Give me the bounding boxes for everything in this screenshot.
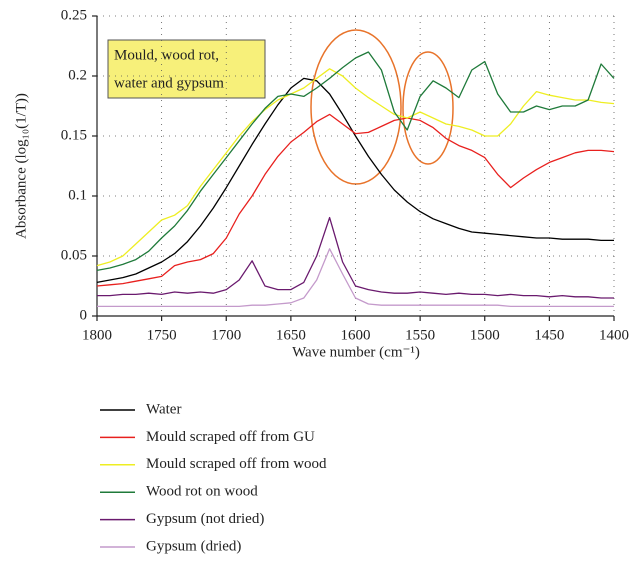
- y-tick-label: 0.1: [68, 187, 87, 203]
- series-line: [97, 216, 614, 299]
- legend-label: Gypsum (dried): [146, 538, 241, 554]
- x-tick-label: 1550: [405, 327, 435, 343]
- series-line: [96, 113, 615, 287]
- x-tick-label: 1650: [276, 327, 306, 343]
- legend-label: Water: [146, 401, 181, 417]
- y-tick-label: 0.15: [61, 127, 87, 143]
- x-tick-label: 1500: [470, 327, 500, 343]
- x-tick-label: 1450: [534, 327, 564, 343]
- legend-label: Wood rot on wood: [146, 484, 258, 500]
- x-tick-label: 1400: [599, 327, 629, 343]
- y-axis-label: Absorbance (log₁₀(1/T)): [13, 93, 29, 239]
- x-axis-label: Wave number (cm⁻¹): [292, 344, 420, 360]
- annotation-box: [107, 39, 266, 99]
- legend-label: Mould scraped off from wood: [146, 456, 327, 472]
- y-tick-label: 0.05: [61, 247, 87, 263]
- y-tick-label: 0: [80, 307, 88, 323]
- y-tick-label: 0.25: [61, 7, 87, 23]
- annotation: water and gypsum: [114, 75, 224, 91]
- annotation: Mould, wood rot,: [114, 47, 219, 63]
- series-line: [96, 77, 614, 284]
- legend-label: Gypsum (not dried): [146, 511, 264, 527]
- series-line: [96, 68, 615, 267]
- y-tick-label: 0.2: [68, 67, 87, 83]
- series-line: [96, 51, 615, 272]
- highlight-ellipse: [310, 29, 402, 185]
- series-line: [97, 248, 614, 308]
- x-tick-label: 1600: [341, 327, 371, 343]
- legend-label: Mould scraped off from GU: [146, 429, 315, 445]
- highlight-ellipse: [402, 51, 454, 165]
- x-tick-label: 1750: [147, 327, 177, 343]
- x-tick-label: 1700: [211, 327, 241, 343]
- x-tick-label: 1800: [82, 327, 112, 343]
